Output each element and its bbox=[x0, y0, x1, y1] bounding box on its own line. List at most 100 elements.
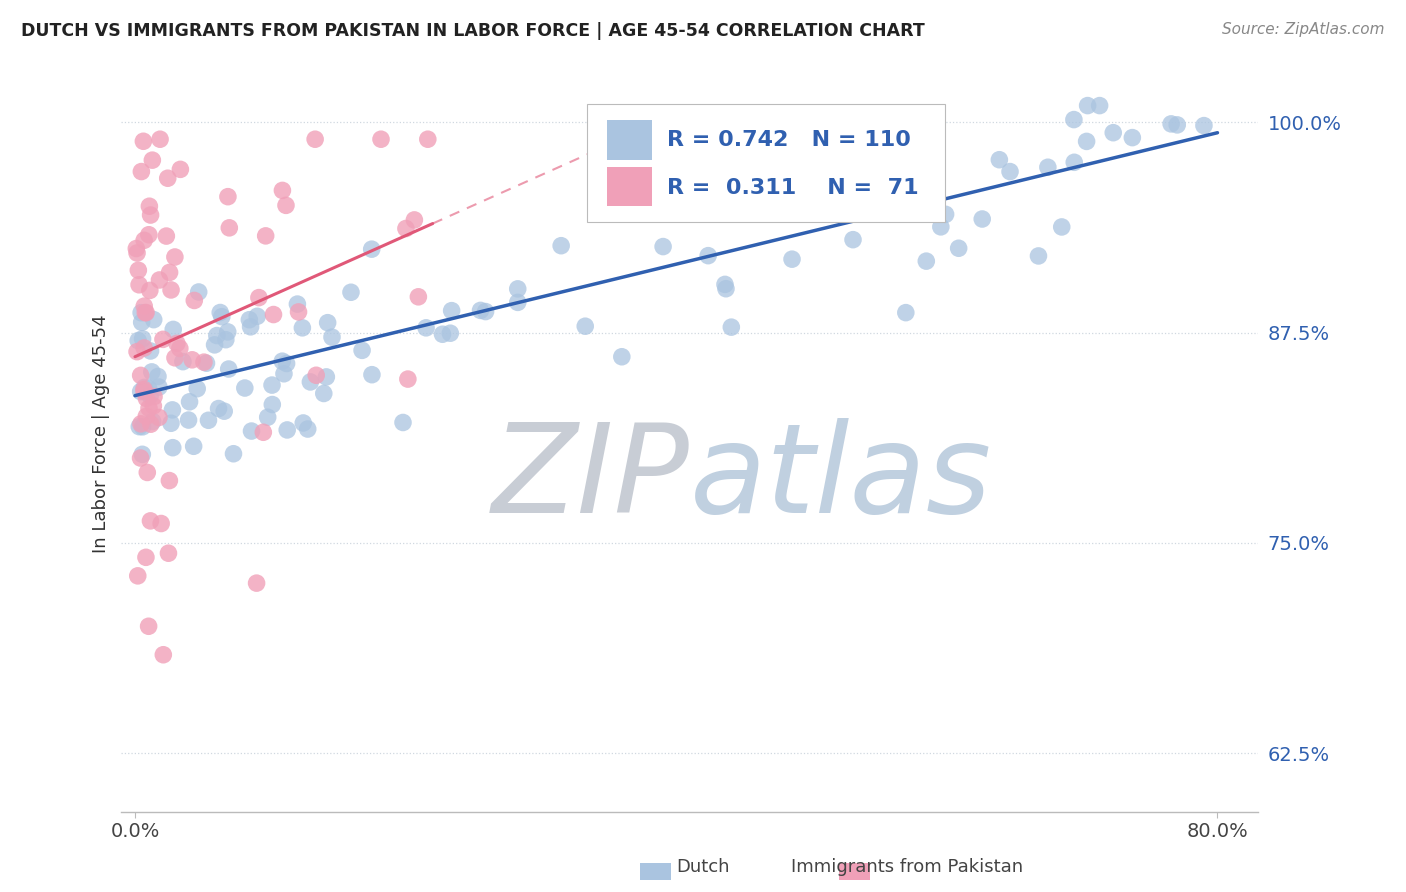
Point bbox=[129, 368, 152, 383]
Point bbox=[129, 450, 152, 465]
Point bbox=[256, 410, 278, 425]
Point bbox=[163, 250, 186, 264]
Point bbox=[274, 198, 297, 212]
Point bbox=[1063, 112, 1085, 127]
Point bbox=[299, 375, 322, 389]
Point bbox=[315, 370, 337, 384]
Point bbox=[550, 238, 572, 252]
Point bbox=[131, 419, 153, 434]
Point bbox=[197, 413, 219, 427]
Point bbox=[218, 362, 240, 376]
Point bbox=[131, 164, 153, 178]
Point bbox=[152, 332, 174, 346]
Point bbox=[125, 344, 148, 359]
Text: R = 0.742   N = 110: R = 0.742 N = 110 bbox=[666, 130, 911, 150]
Point bbox=[1160, 117, 1182, 131]
Point bbox=[233, 381, 256, 395]
Point bbox=[312, 386, 335, 401]
Point bbox=[415, 321, 437, 335]
Point bbox=[263, 308, 285, 322]
Point bbox=[697, 249, 720, 263]
Text: Source: ZipAtlas.com: Source: ZipAtlas.com bbox=[1222, 22, 1385, 37]
Point bbox=[177, 413, 200, 427]
Point bbox=[395, 221, 418, 235]
Point bbox=[163, 351, 186, 365]
Point bbox=[132, 134, 155, 148]
Point bbox=[439, 326, 461, 341]
Point bbox=[948, 241, 970, 255]
Point bbox=[141, 153, 163, 168]
Point bbox=[148, 380, 170, 394]
Y-axis label: In Labor Force | Age 45-54: In Labor Force | Age 45-54 bbox=[93, 314, 110, 553]
Point bbox=[894, 305, 917, 319]
Point bbox=[610, 350, 633, 364]
Point bbox=[183, 439, 205, 453]
Point bbox=[273, 367, 295, 381]
Point bbox=[125, 242, 148, 256]
Point bbox=[929, 219, 952, 234]
Point bbox=[160, 417, 183, 431]
Point bbox=[139, 343, 162, 358]
Point bbox=[304, 132, 326, 146]
Point bbox=[780, 252, 803, 267]
Point bbox=[132, 384, 155, 399]
Point bbox=[129, 384, 152, 399]
Point bbox=[1028, 249, 1050, 263]
Point bbox=[139, 389, 162, 403]
Point bbox=[127, 334, 149, 348]
Point bbox=[139, 417, 162, 432]
Point bbox=[998, 164, 1021, 178]
Point bbox=[360, 242, 382, 256]
Point bbox=[262, 398, 284, 412]
Text: R =  0.311    N =  71: R = 0.311 N = 71 bbox=[666, 178, 918, 198]
Point bbox=[136, 466, 159, 480]
Point bbox=[127, 263, 149, 277]
Text: atlas: atlas bbox=[690, 418, 991, 540]
Point bbox=[169, 162, 191, 177]
Point bbox=[506, 295, 529, 310]
Point bbox=[246, 310, 269, 324]
Text: Dutch: Dutch bbox=[676, 858, 730, 876]
Point bbox=[842, 233, 865, 247]
Point bbox=[1192, 119, 1215, 133]
Point bbox=[131, 315, 153, 329]
Point bbox=[247, 291, 270, 305]
Point bbox=[187, 285, 209, 299]
Point bbox=[988, 153, 1011, 167]
Point bbox=[918, 129, 941, 144]
Point bbox=[204, 338, 226, 352]
Point bbox=[769, 200, 792, 214]
Point bbox=[156, 171, 179, 186]
Point bbox=[352, 343, 374, 358]
Point bbox=[135, 305, 157, 319]
Point bbox=[148, 410, 170, 425]
Point bbox=[157, 474, 180, 488]
Point bbox=[292, 416, 315, 430]
Point bbox=[135, 392, 157, 406]
FancyBboxPatch shape bbox=[607, 167, 652, 206]
Point bbox=[217, 325, 239, 339]
Point bbox=[416, 132, 439, 146]
Point bbox=[1088, 98, 1111, 112]
FancyBboxPatch shape bbox=[607, 120, 652, 160]
Point bbox=[321, 330, 343, 344]
Point bbox=[392, 416, 415, 430]
Point bbox=[162, 441, 184, 455]
Point bbox=[149, 132, 172, 146]
Point bbox=[239, 319, 262, 334]
Point bbox=[134, 341, 156, 355]
Point bbox=[139, 284, 162, 298]
Point bbox=[1050, 219, 1073, 234]
Text: Immigrants from Pakistan: Immigrants from Pakistan bbox=[790, 858, 1024, 876]
Point bbox=[132, 383, 155, 397]
Point bbox=[361, 368, 384, 382]
Point bbox=[340, 285, 363, 300]
FancyBboxPatch shape bbox=[588, 104, 945, 221]
Point bbox=[271, 183, 294, 197]
Point bbox=[128, 419, 150, 434]
Point bbox=[714, 277, 737, 292]
Point bbox=[146, 369, 169, 384]
Point bbox=[172, 354, 194, 368]
Point bbox=[129, 417, 152, 431]
Point bbox=[193, 355, 215, 369]
